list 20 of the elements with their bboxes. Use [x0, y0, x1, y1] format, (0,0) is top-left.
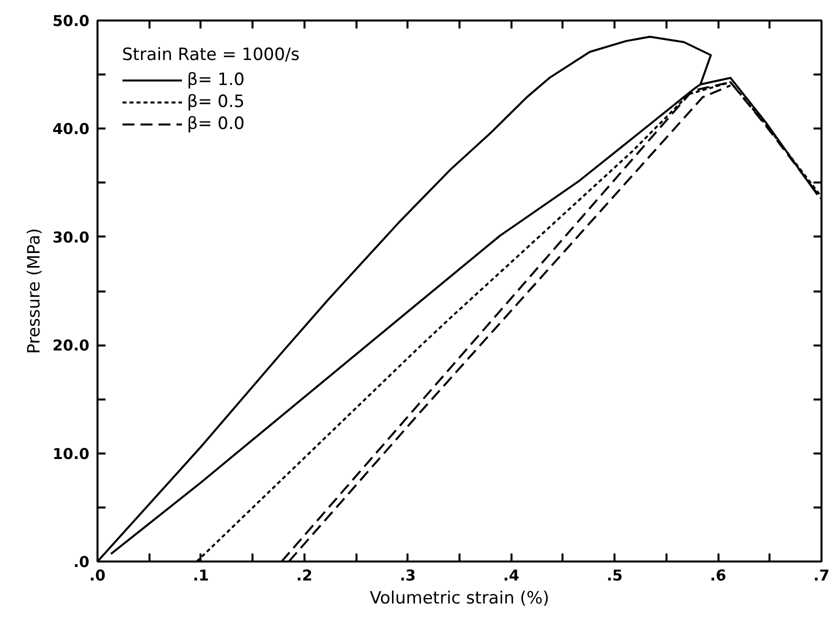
y-tick-label: 20.0 — [52, 336, 90, 355]
x-tick-label: .1 — [192, 566, 209, 584]
legend-label: β= 0.0 — [187, 114, 245, 134]
legend-label: β= 1.0 — [187, 70, 245, 90]
y-tick-label: .0 — [73, 553, 90, 571]
y-tick-label: 40.0 — [52, 120, 90, 138]
x-tick-label: .2 — [296, 566, 312, 584]
legend-label: β= 0.5 — [187, 92, 245, 112]
y-tick-label: 50.0 — [52, 12, 90, 30]
x-tick-label: .0 — [89, 566, 106, 584]
y-tick-label: 30.0 — [52, 228, 90, 246]
x-tick-label: .3 — [400, 566, 416, 584]
x-axis-title: Volumetric strain (%) — [370, 588, 550, 608]
y-axis-title: Pressure (MPa) — [24, 228, 44, 354]
x-tick-label: .7 — [813, 566, 830, 584]
y-tick-label: 10.0 — [52, 444, 90, 463]
x-tick-label: .6 — [710, 566, 726, 584]
x-tick-label: .4 — [503, 566, 520, 584]
x-tick-label: .5 — [606, 566, 623, 584]
legend-title: Strain Rate = 1000/s — [122, 45, 300, 65]
